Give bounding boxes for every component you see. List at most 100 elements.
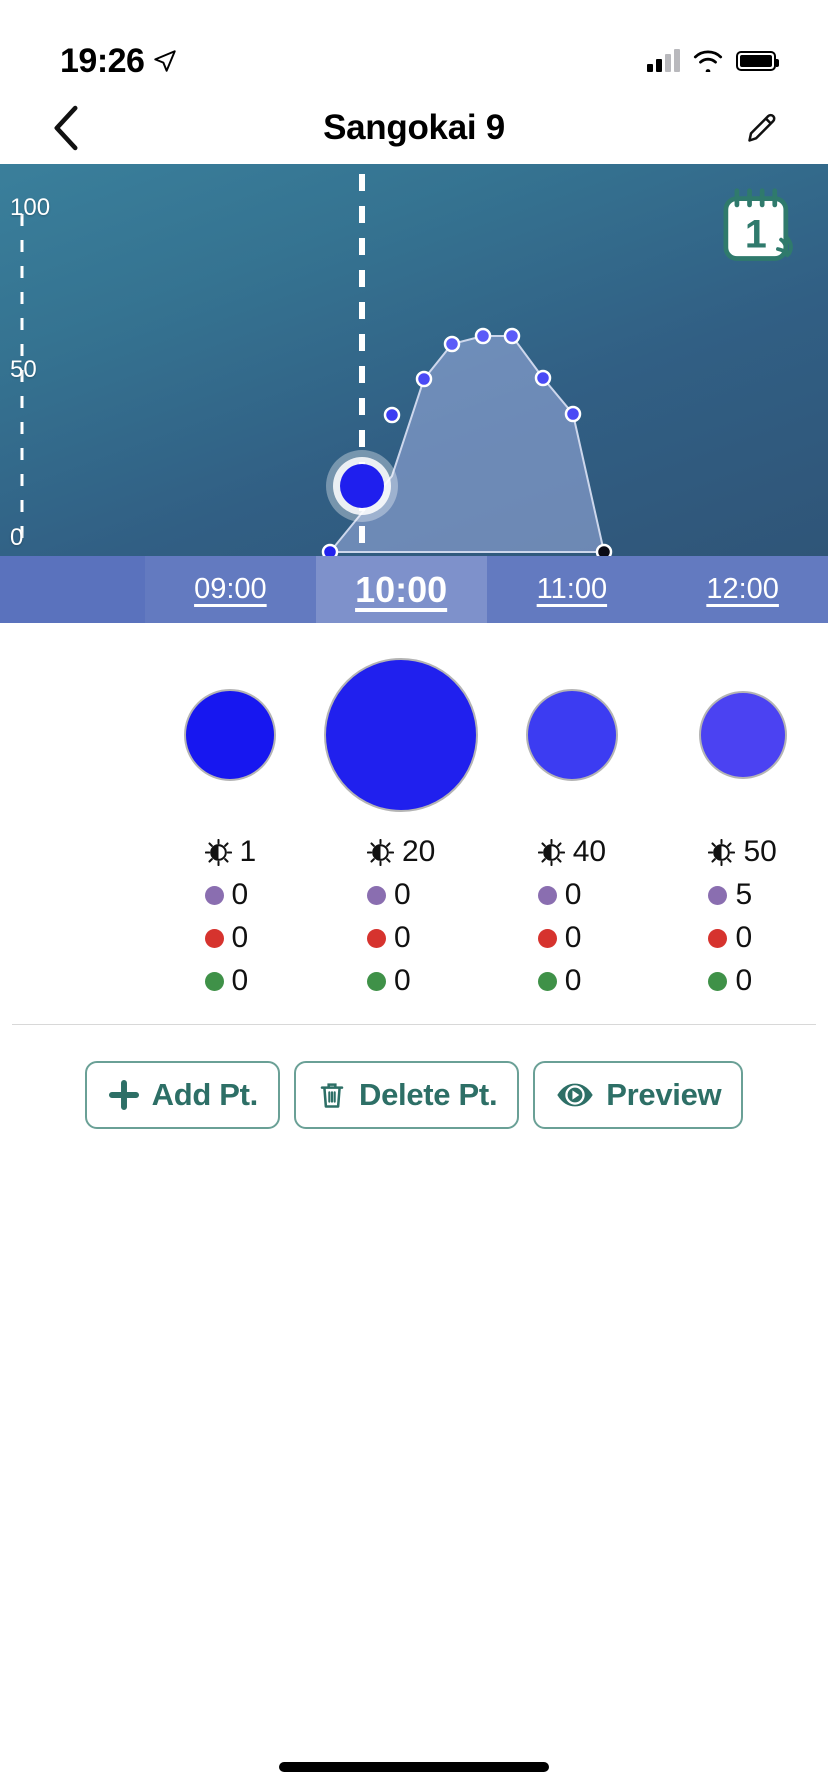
chart-point-end[interactable]	[595, 543, 613, 556]
bubble-slot	[525, 645, 618, 825]
wifi-icon	[693, 50, 723, 72]
metric-brightness: 50	[708, 835, 777, 869]
timeline-slot-1200[interactable]: 12:00	[657, 556, 828, 623]
timeline-slot-1100[interactable]: 11:00	[486, 556, 658, 623]
metric-value: 0	[393, 878, 411, 911]
metric-value: 0	[393, 921, 411, 954]
chart-point[interactable]	[474, 327, 492, 345]
timeline-slot-1000[interactable]: 10:00	[315, 556, 487, 623]
brightness-half-icon	[537, 838, 565, 866]
metric-red: 0	[366, 921, 411, 955]
cellular-signal-icon	[647, 49, 680, 72]
columns-leading-pad	[0, 645, 145, 998]
chart-area-path	[327, 335, 606, 553]
location-arrow-icon	[154, 50, 177, 72]
metric-red: 0	[537, 921, 581, 955]
metric-purple: 0	[366, 878, 411, 912]
y-tick-0: 0	[10, 524, 24, 551]
schedule-chart[interactable]: 100 50 0 1	[0, 164, 828, 556]
channel-column-1000[interactable]: 20 0 0 0	[316, 645, 487, 998]
chart-point[interactable]	[321, 543, 339, 556]
chart-plot[interactable]	[0, 164, 828, 556]
color-bubble[interactable]	[184, 689, 277, 781]
metric-value: 0	[231, 878, 249, 911]
bubble-slot	[698, 645, 787, 825]
chart-point[interactable]	[564, 405, 582, 423]
red-dot-icon	[537, 928, 557, 948]
metric-green: 0	[537, 964, 582, 998]
color-bubble[interactable]	[525, 689, 618, 781]
metric-value: 0	[231, 921, 249, 954]
timeline-leading-pad	[0, 556, 145, 623]
chart-point[interactable]	[443, 335, 461, 353]
green-dot-icon	[708, 971, 728, 991]
timeline-slot-label: 12:00	[706, 573, 779, 605]
metric-value: 0	[393, 964, 411, 997]
preview-button[interactable]: Preview	[533, 1061, 744, 1129]
purple-dot-icon	[537, 885, 557, 905]
metric-green: 0	[708, 964, 752, 998]
metric-brightness: 1	[204, 835, 257, 869]
status-bar-left: 19:26	[60, 42, 178, 81]
metric-brightness: 20	[366, 835, 436, 869]
timeline-slot-label: 11:00	[536, 573, 608, 605]
metric-brightness: 40	[537, 835, 607, 869]
trash-icon	[320, 1083, 344, 1108]
timeline-strip[interactable]: 09:00 10:00 11:00 12:00	[0, 556, 828, 623]
metric-red: 0	[708, 921, 752, 955]
metric-purple: 0	[537, 878, 582, 912]
metric-value: 50	[743, 835, 777, 868]
red-dot-icon	[204, 928, 224, 948]
metric-value: 1	[239, 835, 257, 868]
chart-point[interactable]	[383, 406, 401, 424]
timeline-slot-0900[interactable]: 09:00	[145, 556, 316, 623]
purple-dot-icon	[204, 885, 224, 905]
calendar-day-number: 1	[745, 213, 767, 257]
metric-value: 0	[564, 964, 582, 997]
metric-list: 1 0 0 0	[204, 835, 257, 998]
y-tick-100: 100	[10, 194, 51, 221]
add-point-label: Add Pt.	[151, 1077, 259, 1112]
metric-value: 0	[564, 878, 582, 911]
delete-point-button[interactable]: Delete Pt.	[294, 1061, 520, 1129]
nav-bar: Sangokai 9	[0, 92, 828, 164]
timeline-slot-label: 09:00	[194, 573, 267, 605]
chevron-left-icon	[54, 105, 78, 151]
metric-list: 40 0 0 0	[537, 835, 607, 998]
channel-column-1200[interactable]: 50 5 0 0	[657, 645, 828, 998]
selected-point-handle[interactable]	[340, 464, 384, 508]
metric-value: 0	[735, 921, 753, 954]
color-bubble[interactable]	[324, 658, 479, 812]
bubble-slot	[184, 645, 277, 825]
metric-green: 0	[204, 964, 249, 998]
metric-value: 20	[401, 835, 436, 868]
chart-point[interactable]	[415, 370, 433, 388]
green-dot-icon	[537, 971, 557, 991]
chart-point[interactable]	[534, 369, 552, 387]
brightness-half-icon	[366, 838, 394, 866]
red-dot-icon	[366, 928, 386, 948]
battery-full-icon	[736, 51, 779, 71]
status-bar-time: 19:26	[60, 41, 145, 80]
status-bar-right	[647, 49, 779, 72]
add-point-button[interactable]: Add Pt.	[84, 1061, 280, 1129]
metric-red: 0	[204, 921, 249, 955]
channel-column-1100[interactable]: 40 0 0 0	[487, 645, 658, 998]
metric-value: 0	[231, 964, 249, 997]
metric-value: 40	[572, 835, 607, 868]
metric-purple: 5	[708, 878, 752, 912]
chart-point[interactable]	[503, 327, 521, 345]
metric-value: 0	[735, 964, 753, 997]
section-divider	[12, 1024, 816, 1025]
edit-button[interactable]	[740, 106, 784, 150]
page-title: Sangokai 9	[323, 108, 505, 147]
home-indicator	[279, 1762, 549, 1772]
back-button[interactable]	[44, 105, 88, 151]
metric-list: 20 0 0 0	[366, 835, 436, 998]
calendar-coral-icon[interactable]: 1	[718, 184, 800, 270]
green-dot-icon	[204, 971, 224, 991]
color-bubble[interactable]	[698, 691, 787, 779]
channel-column-0900[interactable]: 1 0 0 0	[145, 645, 316, 998]
plus-icon	[108, 1079, 139, 1111]
metric-value: 5	[735, 878, 753, 911]
